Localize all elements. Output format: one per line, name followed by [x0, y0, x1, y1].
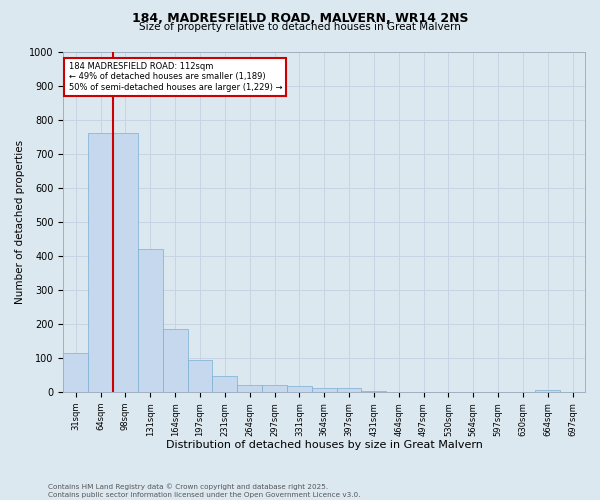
Text: 184 MADRESFIELD ROAD: 112sqm
← 49% of detached houses are smaller (1,189)
50% of: 184 MADRESFIELD ROAD: 112sqm ← 49% of de…: [68, 62, 282, 92]
Y-axis label: Number of detached properties: Number of detached properties: [15, 140, 25, 304]
Bar: [262, 384, 287, 392]
Bar: [113, 134, 138, 392]
Bar: [212, 376, 237, 392]
Bar: [188, 360, 212, 392]
Bar: [287, 386, 312, 392]
Text: 184, MADRESFIELD ROAD, MALVERN, WR14 2NS: 184, MADRESFIELD ROAD, MALVERN, WR14 2NS: [132, 12, 468, 26]
Bar: [312, 388, 337, 392]
Bar: [337, 388, 361, 392]
Bar: [361, 390, 386, 392]
Text: Contains HM Land Registry data © Crown copyright and database right 2025.
Contai: Contains HM Land Registry data © Crown c…: [48, 484, 361, 498]
Bar: [163, 329, 188, 392]
Bar: [138, 249, 163, 392]
Bar: [64, 353, 88, 392]
Bar: [88, 134, 113, 392]
Bar: [535, 390, 560, 392]
Text: Size of property relative to detached houses in Great Malvern: Size of property relative to detached ho…: [139, 22, 461, 32]
X-axis label: Distribution of detached houses by size in Great Malvern: Distribution of detached houses by size …: [166, 440, 482, 450]
Bar: [237, 384, 262, 392]
